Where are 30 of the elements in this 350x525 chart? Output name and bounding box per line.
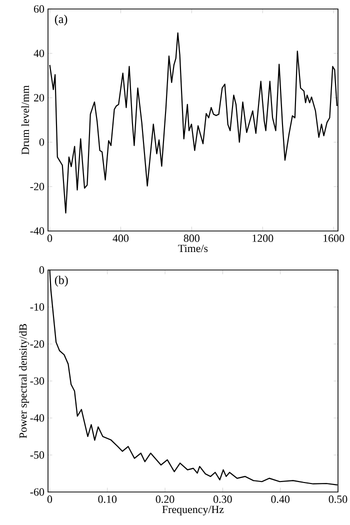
x-axis-title: Time/s (178, 244, 208, 252)
y-tick-label: 0 (39, 138, 44, 146)
x-tick-label: 0.30 (214, 496, 232, 503)
y-tick-label: 60 (34, 5, 44, 13)
x-tick-label: 0.40 (271, 496, 290, 503)
y-axis-title: Drum level/mm (21, 85, 30, 155)
annotation: (a) (54, 14, 68, 26)
x-tick-label: 0 (47, 234, 52, 242)
annotation: (b) (54, 276, 68, 287)
x-tick-label: 1600 (324, 234, 344, 242)
y-tick-label: -40 (30, 227, 44, 235)
x-tick-label: 0.10 (98, 496, 117, 503)
x-tick-label: 400 (112, 234, 129, 242)
x-tick-label: 0.50 (328, 496, 348, 503)
y-tick-label: 20 (34, 94, 44, 102)
y-tick-label: 0 (39, 266, 44, 274)
y-axis-title: Power spectral density/dB (19, 324, 30, 438)
x-tick-label: 0 (47, 496, 52, 503)
y-tick-label: -20 (30, 340, 44, 348)
y-tick-label: -60 (30, 488, 44, 496)
x-tick-label: 1200 (252, 234, 274, 242)
y-tick-label: 40 (34, 50, 44, 58)
y-tick-label: -50 (30, 451, 44, 459)
x-axis-title: Frequency/Hz (162, 506, 224, 516)
y-tick-label: -30 (30, 377, 44, 385)
x-tick-label: 0.20 (156, 496, 174, 503)
y-tick-label: -10 (30, 303, 44, 311)
y-tick-label: -20 (30, 182, 44, 190)
y-tick-label: -40 (30, 414, 44, 422)
x-tick-label: 800 (184, 234, 200, 242)
